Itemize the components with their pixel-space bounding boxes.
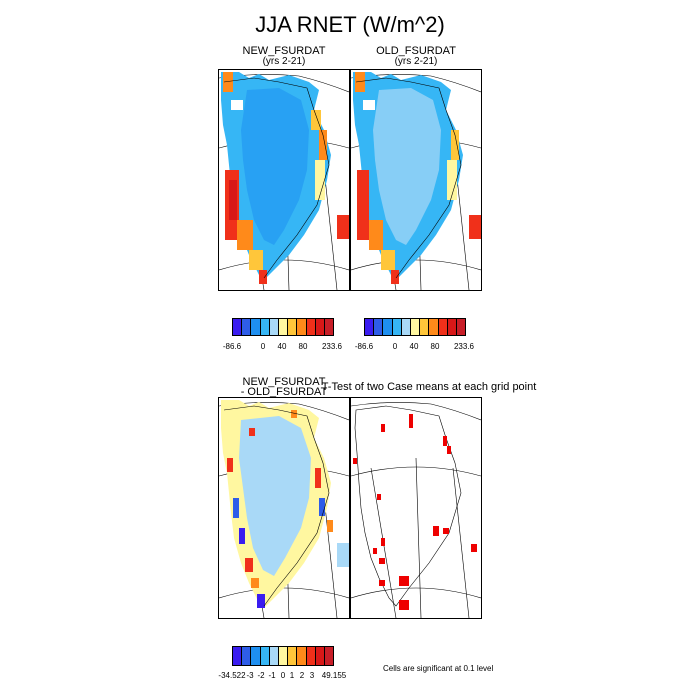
colorbar-swatch [374, 319, 384, 335]
colorbar-bottom [232, 646, 334, 666]
colorbar-swatch [297, 647, 307, 665]
colorbar-swatch [324, 647, 334, 665]
cb3-tick: 3 [309, 671, 315, 680]
colorbar-swatch [288, 319, 298, 335]
cb1-tick: 40 [277, 342, 287, 351]
cb3-tick: 0 [280, 671, 286, 680]
map-panel-new [218, 69, 350, 291]
map-panel-difference [218, 397, 350, 619]
colorbar-swatch [315, 319, 325, 335]
cb3-tick: -34.522 [218, 671, 246, 680]
colorbar-swatch [233, 319, 243, 335]
cb3-tick: -3 [246, 671, 254, 680]
map-panel-ttest [350, 397, 482, 619]
colorbar-swatch [251, 647, 261, 665]
cb1-tick: 233.6 [321, 342, 343, 351]
colorbar-swatch [438, 319, 448, 335]
colorbar-swatch [456, 319, 466, 335]
cb1-tick: -86.6 [222, 342, 242, 351]
colorbar-swatch [242, 319, 252, 335]
colorbar-swatch [392, 319, 402, 335]
colorbar-swatch [306, 319, 316, 335]
cb2-tick: -86.6 [354, 342, 374, 351]
cb3-tick: -1 [268, 671, 276, 680]
panel4-title: T-Test of two Case means at each grid po… [321, 381, 537, 393]
panel1-subtitle: (yrs 2-21) [262, 56, 306, 67]
cb2-tick: 40 [409, 342, 419, 351]
cb2-tick: 80 [430, 342, 440, 351]
cb2-tick: 0 [392, 342, 398, 351]
panel2-title: OLD_FSURDAT [376, 45, 456, 57]
colorbar-top-right [364, 318, 466, 336]
colorbar-swatch [242, 647, 252, 665]
colorbar-swatch [383, 319, 393, 335]
colorbar-swatch [297, 319, 307, 335]
colorbar-swatch [324, 319, 334, 335]
cb3-tick: 1 [289, 671, 295, 680]
colorbar-swatch [410, 319, 421, 335]
colorbar-swatch [260, 319, 270, 335]
colorbar-swatch [251, 319, 261, 335]
colorbar-swatch [420, 319, 430, 335]
colorbar-swatch [269, 319, 279, 335]
colorbar-swatch [429, 319, 439, 335]
cb1-tick: 0 [260, 342, 266, 351]
colorbar-swatch [315, 647, 325, 665]
colorbar-swatch [278, 647, 289, 665]
significance-note: Cells are significant at 0.1 level [383, 664, 494, 673]
cb3-tick: 49.155 [321, 671, 347, 680]
colorbar-swatch [306, 647, 316, 665]
panel2-subtitle: (yrs 2-21) [394, 56, 438, 67]
colorbar-swatch [365, 319, 375, 335]
colorbar-bottom-labels: -34.522 -3 -2 -1 0 1 2 3 49.155 [0, 671, 700, 683]
colorbar-top-left [232, 318, 334, 336]
colorbar-top-left-labels: -86.6 0 40 80 233.6 -86.6 0 40 80 233.6 [0, 342, 700, 354]
panel1-title: NEW_FSURDAT [242, 45, 326, 57]
colorbar-swatch [269, 647, 279, 665]
colorbar-swatch [288, 647, 298, 665]
panel3-title-line2: - OLD_FSURDAT [240, 386, 328, 398]
cb1-tick: 80 [298, 342, 308, 351]
cb3-tick: 2 [299, 671, 305, 680]
colorbar-swatch [447, 319, 457, 335]
colorbar-swatch [278, 319, 289, 335]
cb3-tick: -2 [257, 671, 265, 680]
map-panel-old [350, 69, 482, 291]
colorbar-swatch [233, 647, 243, 665]
cb2-tick: 233.6 [453, 342, 475, 351]
plot-title: JJA RNET (W/m^2) [255, 12, 445, 37]
colorbar-swatch [260, 647, 270, 665]
colorbar-swatch [401, 319, 411, 335]
panel3-title-line1: NEW_FSURDAT [242, 376, 326, 388]
